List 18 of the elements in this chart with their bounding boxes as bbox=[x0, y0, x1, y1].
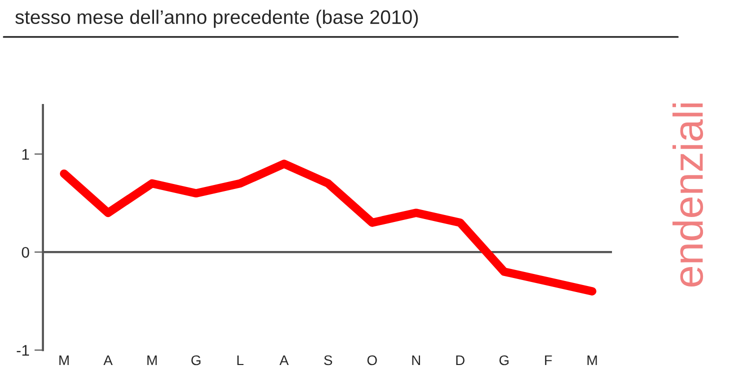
x-tick-label: A bbox=[279, 355, 289, 366]
y-tick-label: -1 bbox=[16, 345, 29, 356]
x-tick-label: L bbox=[237, 355, 244, 366]
x-tick-label: G bbox=[499, 355, 509, 366]
x-tick-label: S bbox=[324, 355, 332, 366]
x-tick-label: F bbox=[545, 355, 552, 366]
x-tick-label: M bbox=[59, 355, 69, 366]
text: endenziali bbox=[672, 103, 704, 287]
x-tick-label: M bbox=[588, 355, 597, 366]
x-tick-label: A bbox=[103, 355, 113, 366]
x-tick-label: D bbox=[456, 355, 464, 366]
y-tick-label: 1 bbox=[22, 149, 29, 160]
x-tick-label: N bbox=[412, 355, 420, 366]
y-tick-label: 0 bbox=[22, 246, 30, 258]
x-tick-label: O bbox=[367, 355, 377, 366]
chart-title: stesso mese dell’anno precedente (base 2010) bbox=[15, 10, 418, 28]
x-tick-label: G bbox=[191, 355, 200, 366]
x-tick-label: M bbox=[147, 355, 157, 366]
